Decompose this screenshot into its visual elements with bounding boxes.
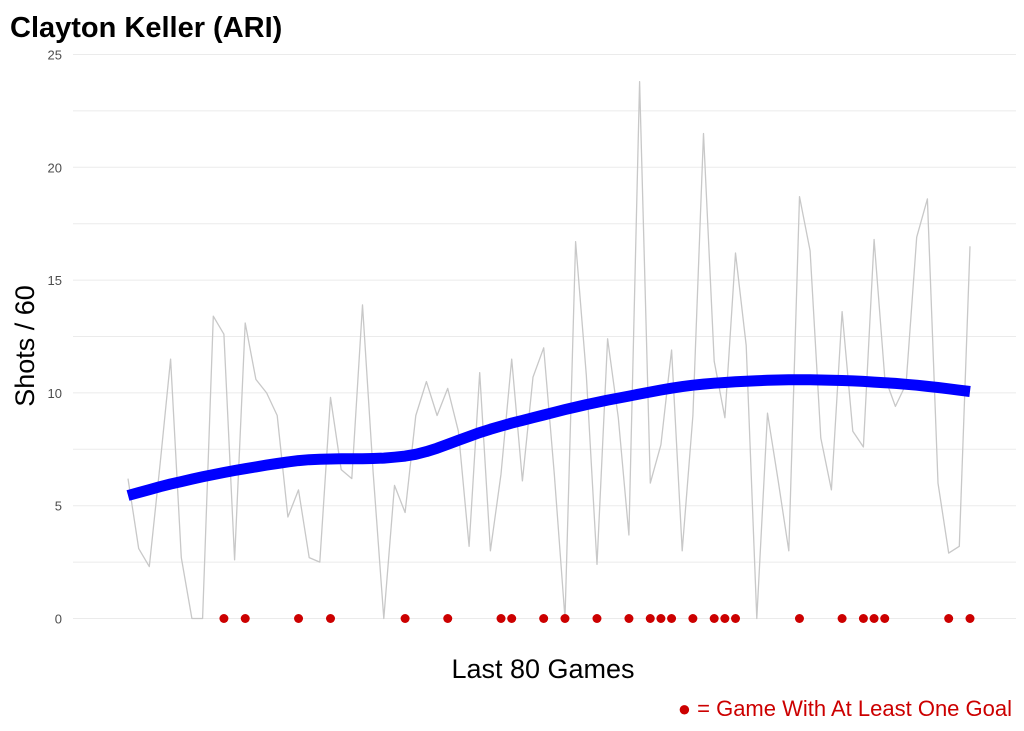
goal-marker: [507, 614, 517, 623]
goal-markers: [219, 614, 975, 623]
grid-lines: [73, 54, 1016, 619]
y-tick-label: 10: [48, 386, 62, 401]
goal-marker: [624, 614, 634, 623]
chart-title: Clayton Keller (ARI): [10, 12, 282, 44]
goal-marker: [400, 614, 410, 623]
goal-marker: [496, 614, 506, 623]
goal-marker: [326, 614, 336, 623]
y-tick-labels: 0 5 10 15 20 25: [48, 48, 62, 627]
smoothed-trend-line: [126, 374, 971, 501]
goal-marker: [688, 614, 698, 623]
y-tick-label: 5: [55, 499, 62, 514]
goal-marker: [731, 614, 741, 623]
goal-marker: [645, 614, 655, 623]
goal-marker: [667, 614, 677, 623]
goal-marker: [240, 614, 250, 623]
goal-marker: [539, 614, 549, 623]
raw-series-layer: [127, 80, 971, 620]
goal-marker: [709, 614, 719, 623]
y-axis-title: Shots / 60: [10, 285, 40, 407]
raw-shots-line: [127, 80, 971, 620]
y-tick-label: 20: [48, 160, 62, 175]
y-tick-label: 25: [48, 48, 62, 63]
smooth-series-layer: [126, 374, 971, 501]
x-axis-title: Last 80 Games: [451, 654, 634, 684]
goal-marker: [944, 614, 954, 623]
goal-marker: [294, 614, 304, 623]
goal-marker: [443, 614, 453, 623]
goal-marker: [219, 614, 229, 623]
y-tick-label: 15: [48, 273, 62, 288]
goal-marker: [858, 614, 868, 623]
goal-marker: [869, 614, 879, 623]
goal-marker: [880, 614, 890, 623]
goal-marker: [592, 614, 602, 623]
goal-caption: ● = Game With At Least One Goal: [678, 696, 1012, 721]
goal-marker: [720, 614, 730, 623]
goal-marker: [965, 614, 975, 623]
y-tick-label: 0: [55, 612, 62, 627]
goal-marker: [794, 614, 804, 623]
goal-marker: [837, 614, 847, 623]
goal-marker: [560, 614, 570, 623]
goal-marker: [656, 614, 666, 623]
